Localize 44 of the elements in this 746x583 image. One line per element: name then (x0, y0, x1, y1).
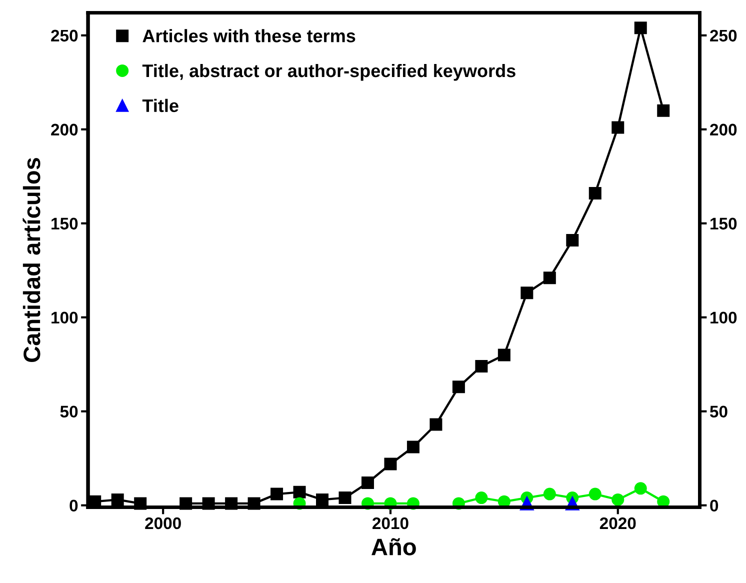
point (293, 486, 306, 498)
point (361, 476, 374, 490)
y-tick-label: 0 (70, 500, 78, 512)
point (498, 348, 510, 362)
point (588, 187, 602, 200)
y2-tick-label: 100 (710, 312, 737, 324)
point (384, 458, 397, 470)
x-tick-label: 2010 (372, 517, 408, 530)
y-tick-label: 100 (52, 312, 78, 324)
point (475, 492, 488, 504)
point (634, 482, 647, 495)
y-axis-title: Cantidad artículos (22, 158, 40, 362)
y-tick-label: 150 (52, 218, 78, 230)
point (452, 380, 465, 394)
y-tick-label: 250 (51, 30, 78, 42)
y2-tick-label: 200 (710, 124, 737, 136)
point (520, 286, 534, 300)
point (612, 121, 624, 134)
point (566, 234, 579, 247)
y-tick-label: 50 (60, 406, 78, 418)
point (430, 418, 442, 431)
point (588, 488, 602, 500)
legend-label: Title, abstract or author-specified keywords (142, 64, 516, 81)
point (338, 492, 352, 504)
point (612, 493, 624, 506)
point (111, 493, 124, 506)
point (475, 360, 488, 372)
x-tick-label: 2020 (600, 517, 636, 530)
y2-tick-label: 250 (710, 30, 737, 42)
point (316, 493, 329, 506)
x-tick-label: 2000 (145, 517, 181, 530)
y2-tick-label: 0 (710, 500, 718, 512)
legend-label: Articles with these terms (142, 29, 356, 42)
point (657, 104, 670, 117)
point (543, 272, 556, 284)
point (634, 22, 647, 34)
point (543, 488, 556, 500)
legend-label: Title (142, 98, 178, 112)
y-tick-label: 200 (51, 124, 78, 136)
y2-tick-label: 50 (710, 406, 728, 418)
y2-tick-label: 150 (710, 218, 737, 230)
point (406, 440, 420, 454)
point (270, 488, 284, 500)
x-axis-title: Año (372, 538, 416, 556)
